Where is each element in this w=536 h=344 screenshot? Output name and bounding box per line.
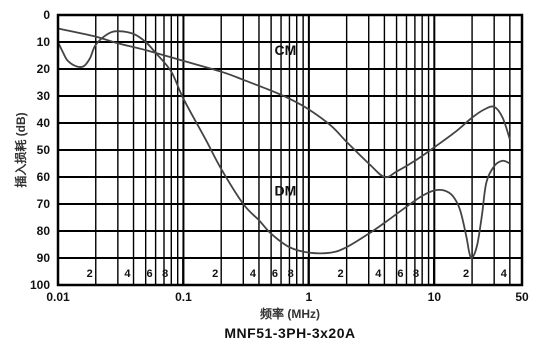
x-minor-tick-label: 2	[463, 268, 469, 280]
x-minor-tick-label: 4	[375, 268, 382, 280]
y-tick-label: 100	[30, 278, 50, 292]
x-tick-label: 0.1	[175, 290, 192, 304]
x-minor-tick-label: 4	[124, 268, 131, 280]
y-tick-label: 40	[37, 116, 51, 130]
x-minor-tick-label: 4	[250, 268, 257, 280]
y-tick-label: 90	[37, 251, 51, 265]
x-minor-tick-label: 6	[146, 268, 152, 280]
plot-frame	[56, 13, 524, 287]
x-axis-title: 频率 (MHz)	[260, 306, 320, 321]
x-minor-tick-label: 4	[501, 268, 508, 280]
x-minor-tick-label: 8	[162, 268, 168, 280]
y-tick-label: 50	[37, 143, 51, 157]
x-minor-tick-label: 8	[413, 268, 419, 280]
chart-title: MNF51-3PH-3x20A	[224, 325, 355, 341]
x-minor-tick-label: 2	[87, 268, 93, 280]
series-label-dm: DM	[275, 183, 297, 199]
y-axis-title: 插入损耗 (dB)	[13, 112, 28, 187]
x-minor-tick-label: 8	[288, 268, 294, 280]
series-lines	[57, 27, 511, 260]
series-label-cm: CM	[275, 42, 297, 58]
y-tick-labels: 0 10 20 30 40 50 60 70 80 90 100	[30, 8, 50, 292]
series-line-cm	[57, 27, 511, 179]
y-tick-label: 20	[37, 62, 51, 76]
minor-label-separators	[182, 258, 435, 285]
x-minor-tick-label: 6	[272, 268, 278, 280]
y-tick-label: 60	[37, 170, 51, 184]
x-tick-label: 1	[306, 290, 313, 304]
x-tick-labels: 0.01 0.1 1 10 50	[46, 290, 529, 304]
series-line-dm	[57, 30, 511, 260]
y-tick-label: 70	[37, 197, 51, 211]
y-tick-label: 80	[37, 224, 51, 238]
x-tick-label: 50	[515, 290, 529, 304]
y-tick-label: 0	[43, 8, 50, 22]
x-minor-tick-label: 2	[212, 268, 218, 280]
x-minor-tick-label: 6	[397, 268, 403, 280]
x-tick-label: 0.01	[46, 290, 70, 304]
series-labels: CM DM	[275, 42, 297, 198]
y-tick-label: 30	[37, 89, 51, 103]
x-minor-tick-label: 2	[338, 268, 344, 280]
y-tick-label: 10	[37, 35, 51, 49]
x-tick-label: 10	[428, 290, 442, 304]
